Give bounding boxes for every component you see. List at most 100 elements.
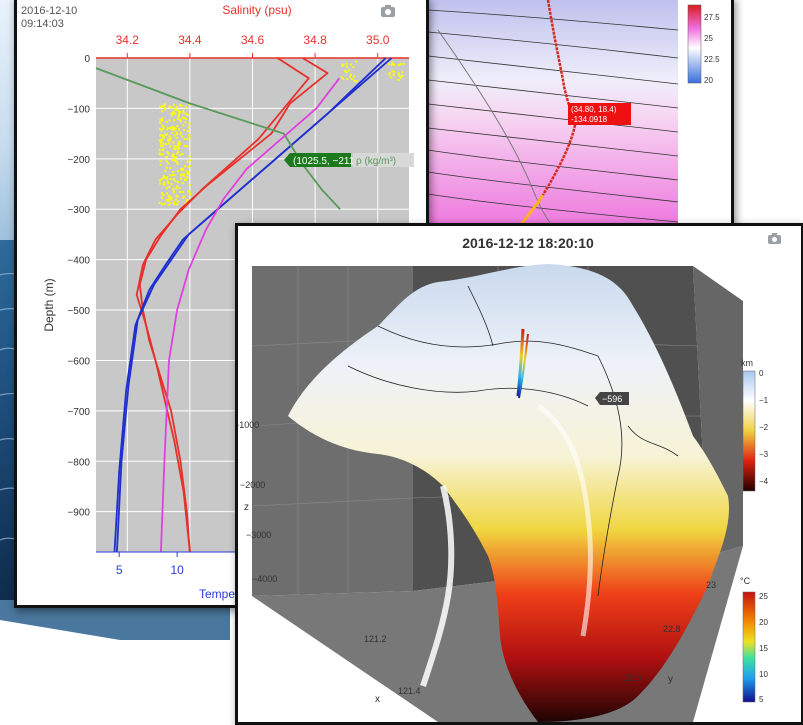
argo-point xyxy=(176,162,179,165)
argo-point xyxy=(166,127,169,130)
depth-axis-label: Depth (m) xyxy=(42,278,56,331)
argo-point xyxy=(174,174,177,177)
argo-point xyxy=(172,112,175,115)
argo-point xyxy=(161,196,164,199)
argo-point xyxy=(163,181,166,184)
argo-point xyxy=(182,182,185,185)
argo-point xyxy=(177,200,180,203)
argo-point xyxy=(186,170,189,173)
argo-point xyxy=(186,113,189,116)
argo-point xyxy=(175,187,178,190)
section-tooltip xyxy=(568,103,631,125)
section-colorbar-tick: 25 xyxy=(704,34,713,43)
argo-point xyxy=(351,78,354,81)
argo-point xyxy=(161,119,164,122)
argo-point xyxy=(397,72,400,75)
argo-point xyxy=(345,62,348,65)
depth-colorbar-tick: −4 xyxy=(759,477,769,486)
salinity-axis: 34.2 34.4 34.6 34.8 35.0 xyxy=(116,33,390,58)
argo-point xyxy=(186,173,189,176)
argo-point xyxy=(162,127,165,130)
surface-chart-window: 2016-12-12 18:20:10 xyxy=(235,223,803,725)
argo-point xyxy=(165,160,168,163)
argo-point xyxy=(388,73,391,76)
depth-tick-label: −100 xyxy=(67,104,90,115)
argo-point xyxy=(182,110,185,113)
salinity-tick-label: 35.0 xyxy=(366,33,390,47)
salinity-tick-label: 34.6 xyxy=(241,33,265,47)
argo-point xyxy=(159,142,162,145)
argo-point xyxy=(167,204,170,207)
argo-point xyxy=(179,133,182,136)
argo-point xyxy=(187,190,190,193)
argo-point xyxy=(159,121,162,124)
argo-point xyxy=(159,163,162,166)
argo-point xyxy=(174,148,177,151)
depth-tick-label: −500 xyxy=(67,306,90,317)
argo-point xyxy=(161,134,164,137)
temp-colorbar-tick: 15 xyxy=(759,644,768,653)
argo-point xyxy=(188,103,191,106)
profile-series-line xyxy=(113,57,387,553)
argo-point xyxy=(172,103,175,106)
argo-point xyxy=(179,191,182,194)
argo-point xyxy=(180,104,183,107)
argo-point xyxy=(170,112,173,115)
argo-point xyxy=(398,74,401,77)
temp-colorbar-tick: 25 xyxy=(759,592,768,601)
argo-point xyxy=(184,121,187,124)
argo-point xyxy=(185,145,188,148)
argo-point xyxy=(164,169,167,172)
argo-point xyxy=(170,196,173,199)
argo-point xyxy=(350,73,353,76)
depth-colorbar xyxy=(742,370,756,492)
argo-point xyxy=(170,128,173,131)
z-axis-label: z xyxy=(244,502,249,513)
z-tick: −3000 xyxy=(246,530,271,540)
argo-point xyxy=(402,62,405,65)
argo-point xyxy=(164,156,167,159)
argo-point xyxy=(175,145,178,148)
salinity-tick-label: 34.2 xyxy=(116,33,140,47)
argo-point xyxy=(178,140,181,143)
argo-point xyxy=(161,117,164,120)
argo-point xyxy=(182,169,185,172)
camera-icon[interactable] xyxy=(768,233,781,244)
argo-point xyxy=(168,139,171,142)
argo-point xyxy=(162,183,165,186)
temperature-tick-label: 10 xyxy=(170,563,184,577)
argo-point xyxy=(176,150,179,153)
argo-point xyxy=(179,120,182,123)
argo-point xyxy=(161,148,164,151)
argo-point xyxy=(159,128,162,131)
argo-point xyxy=(163,202,166,205)
argo-point xyxy=(173,134,176,137)
argo-point xyxy=(392,73,395,76)
argo-point xyxy=(391,61,394,64)
argo-point xyxy=(172,187,175,190)
density-tooltip-text: (1025.5, −211) xyxy=(293,156,358,167)
argo-point xyxy=(183,178,186,181)
argo-point xyxy=(175,105,178,108)
depth-colorbar-tick: −2 xyxy=(759,423,769,432)
argo-point xyxy=(168,194,171,197)
surface-title: 2016-12-12 18:20:10 xyxy=(462,235,594,251)
argo-point xyxy=(160,144,163,147)
argo-point xyxy=(399,63,402,66)
argo-point xyxy=(159,182,162,185)
argo-point xyxy=(161,105,164,108)
section-heatmap xyxy=(428,0,678,228)
z-tick: −1000 xyxy=(238,420,259,430)
temperature-axis: 5 10 xyxy=(116,552,184,577)
argo-point xyxy=(183,137,186,140)
depth-tick-label: −200 xyxy=(67,155,90,166)
argo-point xyxy=(174,127,177,130)
temp-colorbar-unit: °C xyxy=(740,576,751,586)
argo-point xyxy=(349,75,352,78)
argo-point xyxy=(169,177,172,180)
temp-colorbar-tick: 10 xyxy=(759,670,768,679)
temperature-colorbar xyxy=(742,591,756,703)
camera-icon[interactable] xyxy=(381,5,395,17)
argo-point xyxy=(176,195,179,198)
argo-point xyxy=(162,136,165,139)
